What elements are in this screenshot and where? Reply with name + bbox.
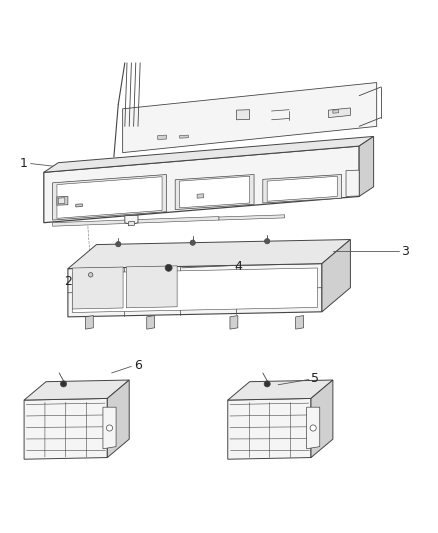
Polygon shape bbox=[147, 316, 155, 329]
Polygon shape bbox=[346, 170, 359, 197]
Circle shape bbox=[165, 264, 172, 271]
Polygon shape bbox=[107, 380, 129, 457]
Circle shape bbox=[116, 241, 121, 247]
Polygon shape bbox=[57, 177, 162, 219]
Polygon shape bbox=[228, 380, 333, 400]
Polygon shape bbox=[103, 407, 116, 449]
Polygon shape bbox=[126, 266, 177, 308]
Polygon shape bbox=[333, 110, 339, 113]
Polygon shape bbox=[307, 407, 320, 449]
Polygon shape bbox=[123, 83, 377, 152]
Circle shape bbox=[190, 240, 195, 245]
Text: 3: 3 bbox=[401, 245, 409, 257]
Circle shape bbox=[265, 239, 270, 244]
Polygon shape bbox=[328, 108, 350, 118]
Polygon shape bbox=[219, 215, 285, 220]
Polygon shape bbox=[58, 198, 65, 204]
Polygon shape bbox=[24, 380, 129, 400]
Polygon shape bbox=[76, 204, 82, 207]
Polygon shape bbox=[197, 194, 204, 198]
Polygon shape bbox=[263, 174, 342, 203]
Polygon shape bbox=[72, 268, 318, 312]
Polygon shape bbox=[128, 221, 134, 226]
Polygon shape bbox=[322, 239, 350, 312]
Text: 2: 2 bbox=[64, 276, 72, 288]
Text: 6: 6 bbox=[134, 359, 142, 372]
Polygon shape bbox=[88, 272, 95, 278]
Polygon shape bbox=[267, 176, 337, 201]
Polygon shape bbox=[228, 399, 311, 459]
Polygon shape bbox=[158, 135, 166, 140]
Circle shape bbox=[60, 381, 67, 387]
Polygon shape bbox=[57, 197, 68, 205]
Circle shape bbox=[106, 425, 113, 431]
Polygon shape bbox=[296, 316, 304, 329]
Polygon shape bbox=[359, 136, 374, 197]
Polygon shape bbox=[53, 216, 219, 226]
Text: 1: 1 bbox=[20, 157, 28, 170]
Polygon shape bbox=[44, 146, 359, 223]
Polygon shape bbox=[85, 316, 93, 329]
Polygon shape bbox=[311, 380, 333, 457]
Polygon shape bbox=[53, 174, 166, 220]
Circle shape bbox=[264, 381, 270, 387]
Polygon shape bbox=[180, 135, 188, 138]
Polygon shape bbox=[125, 215, 138, 224]
Polygon shape bbox=[237, 110, 250, 120]
Polygon shape bbox=[68, 264, 322, 317]
Polygon shape bbox=[72, 267, 123, 309]
Polygon shape bbox=[68, 239, 350, 269]
Circle shape bbox=[87, 272, 95, 280]
Polygon shape bbox=[230, 316, 238, 329]
Text: 4: 4 bbox=[235, 260, 243, 273]
Polygon shape bbox=[180, 176, 250, 208]
Polygon shape bbox=[88, 273, 94, 277]
Polygon shape bbox=[44, 136, 374, 172]
Polygon shape bbox=[175, 174, 254, 209]
Polygon shape bbox=[24, 399, 107, 459]
Circle shape bbox=[310, 425, 316, 431]
Circle shape bbox=[88, 273, 93, 277]
Text: 5: 5 bbox=[311, 372, 319, 385]
